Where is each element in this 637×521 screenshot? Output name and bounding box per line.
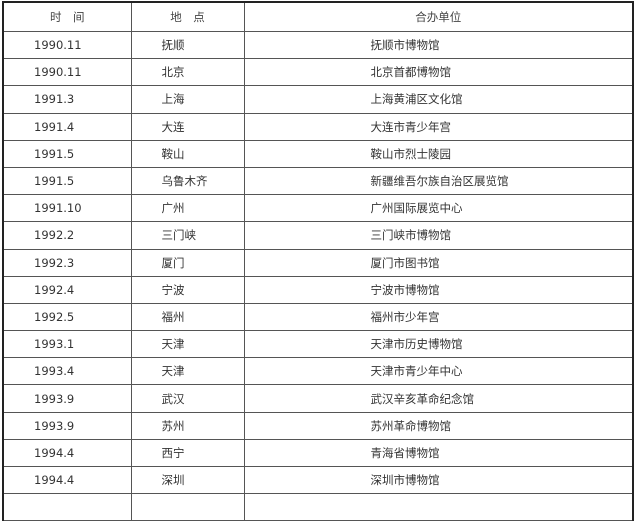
empty-cell	[130, 493, 245, 521]
table-row: 1993.4 天津 天津市青少年中心	[2, 357, 634, 386]
cell-time: 1990.11	[2, 30, 132, 60]
cell-time: 1992.5	[2, 302, 132, 332]
cell-unit: 宁波市博物馆	[243, 275, 634, 304]
table-row: 1990.11 北京 北京首都博物馆	[2, 58, 634, 87]
cell-place: 广州	[130, 194, 245, 223]
cell-unit: 新疆维吾尔族自治区展览馆	[243, 166, 634, 196]
table-row: 1991.3 上海 上海黄浦区文化馆	[2, 85, 634, 114]
table-row: 1992.5 福州 福州市少年宫	[2, 302, 634, 332]
table-row: 1994.4 西宁 青海省博物馆	[2, 438, 634, 468]
cell-unit: 天津市历史博物馆	[243, 330, 634, 359]
cell-time: 1992.3	[2, 248, 132, 277]
cell-unit: 青海省博物馆	[243, 438, 634, 468]
cell-place: 深圳	[130, 465, 245, 495]
table-row: 1990.11 抚顺 抚顺市博物馆	[2, 30, 634, 60]
header-row: 时 间 地 点 合办单位	[2, 1, 634, 32]
table-row: 1993.9 苏州 苏州革命博物馆	[2, 411, 634, 440]
cell-place: 厦门	[130, 248, 245, 277]
cell-time: 1990.11	[2, 58, 132, 87]
table-row: 1992.3 厦门 厦门市图书馆	[2, 248, 634, 277]
header-unit: 合办单位	[243, 1, 634, 32]
cell-place: 上海	[130, 85, 245, 114]
cell-time: 1991.10	[2, 194, 132, 223]
cell-time: 1993.4	[2, 357, 132, 386]
table-row: 1992.4 宁波 宁波市博物馆	[2, 275, 634, 304]
cell-unit: 苏州革命博物馆	[243, 411, 634, 440]
cell-time: 1991.4	[2, 112, 132, 141]
cell-unit: 福州市少年宫	[243, 302, 634, 332]
cell-unit: 武汉辛亥革命纪念馆	[243, 384, 634, 413]
table-row: 1993.1 天津 天津市历史博物馆	[2, 330, 634, 359]
cell-time: 1993.9	[2, 411, 132, 440]
cell-place: 大连	[130, 112, 245, 141]
cell-time: 1991.5	[2, 139, 132, 168]
cell-place: 天津	[130, 330, 245, 359]
table-row: 1991.5 鞍山 鞍山市烈士陵园	[2, 139, 634, 168]
cell-unit: 北京首都博物馆	[243, 58, 634, 87]
cell-place: 天津	[130, 357, 245, 386]
cell-unit: 鞍山市烈士陵园	[243, 139, 634, 168]
cell-time: 1991.3	[2, 85, 132, 114]
empty-cell	[2, 493, 132, 521]
table-row-partial	[2, 493, 634, 521]
table-row: 1991.10 广州 广州国际展览中心	[2, 194, 634, 223]
cell-unit: 上海黄浦区文化馆	[243, 85, 634, 114]
cell-place: 抚顺	[130, 30, 245, 60]
cell-unit: 抚顺市博物馆	[243, 30, 634, 60]
cell-place: 苏州	[130, 411, 245, 440]
cell-unit: 广州国际展览中心	[243, 194, 634, 223]
cell-place: 鞍山	[130, 139, 245, 168]
cell-unit: 深圳市博物馆	[243, 465, 634, 495]
table-row: 1991.4 大连 大连市青少年宫	[2, 112, 634, 141]
table-row: 1993.9 武汉 武汉辛亥革命纪念馆	[2, 384, 634, 413]
cell-time: 1993.1	[2, 330, 132, 359]
cell-place: 宁波	[130, 275, 245, 304]
cell-place: 福州	[130, 302, 245, 332]
cell-time: 1993.9	[2, 384, 132, 413]
cell-unit: 三门峡市博物馆	[243, 221, 634, 250]
table-row: 1992.2 三门峡 三门峡市博物馆	[2, 221, 634, 250]
cell-place: 北京	[130, 58, 245, 87]
cell-time: 1994.4	[2, 438, 132, 468]
cell-place: 武汉	[130, 384, 245, 413]
cell-time: 1992.2	[2, 221, 132, 250]
cell-unit: 大连市青少年宫	[243, 112, 634, 141]
header-place: 地 点	[130, 1, 245, 32]
table-row: 1994.4 深圳 深圳市博物馆	[2, 465, 634, 495]
cell-unit: 天津市青少年中心	[243, 357, 634, 386]
empty-cell	[243, 493, 634, 521]
cell-time: 1992.4	[2, 275, 132, 304]
cell-time: 1991.5	[2, 166, 132, 196]
cell-place: 西宁	[130, 438, 245, 468]
table-row: 1991.5 乌鲁木齐 新疆维吾尔族自治区展览馆	[2, 166, 634, 196]
cell-unit: 厦门市图书馆	[243, 248, 634, 277]
header-time: 时 间	[2, 1, 132, 32]
cell-place: 乌鲁木齐	[130, 166, 245, 196]
cell-place: 三门峡	[130, 221, 245, 250]
cell-time: 1994.4	[2, 465, 132, 495]
